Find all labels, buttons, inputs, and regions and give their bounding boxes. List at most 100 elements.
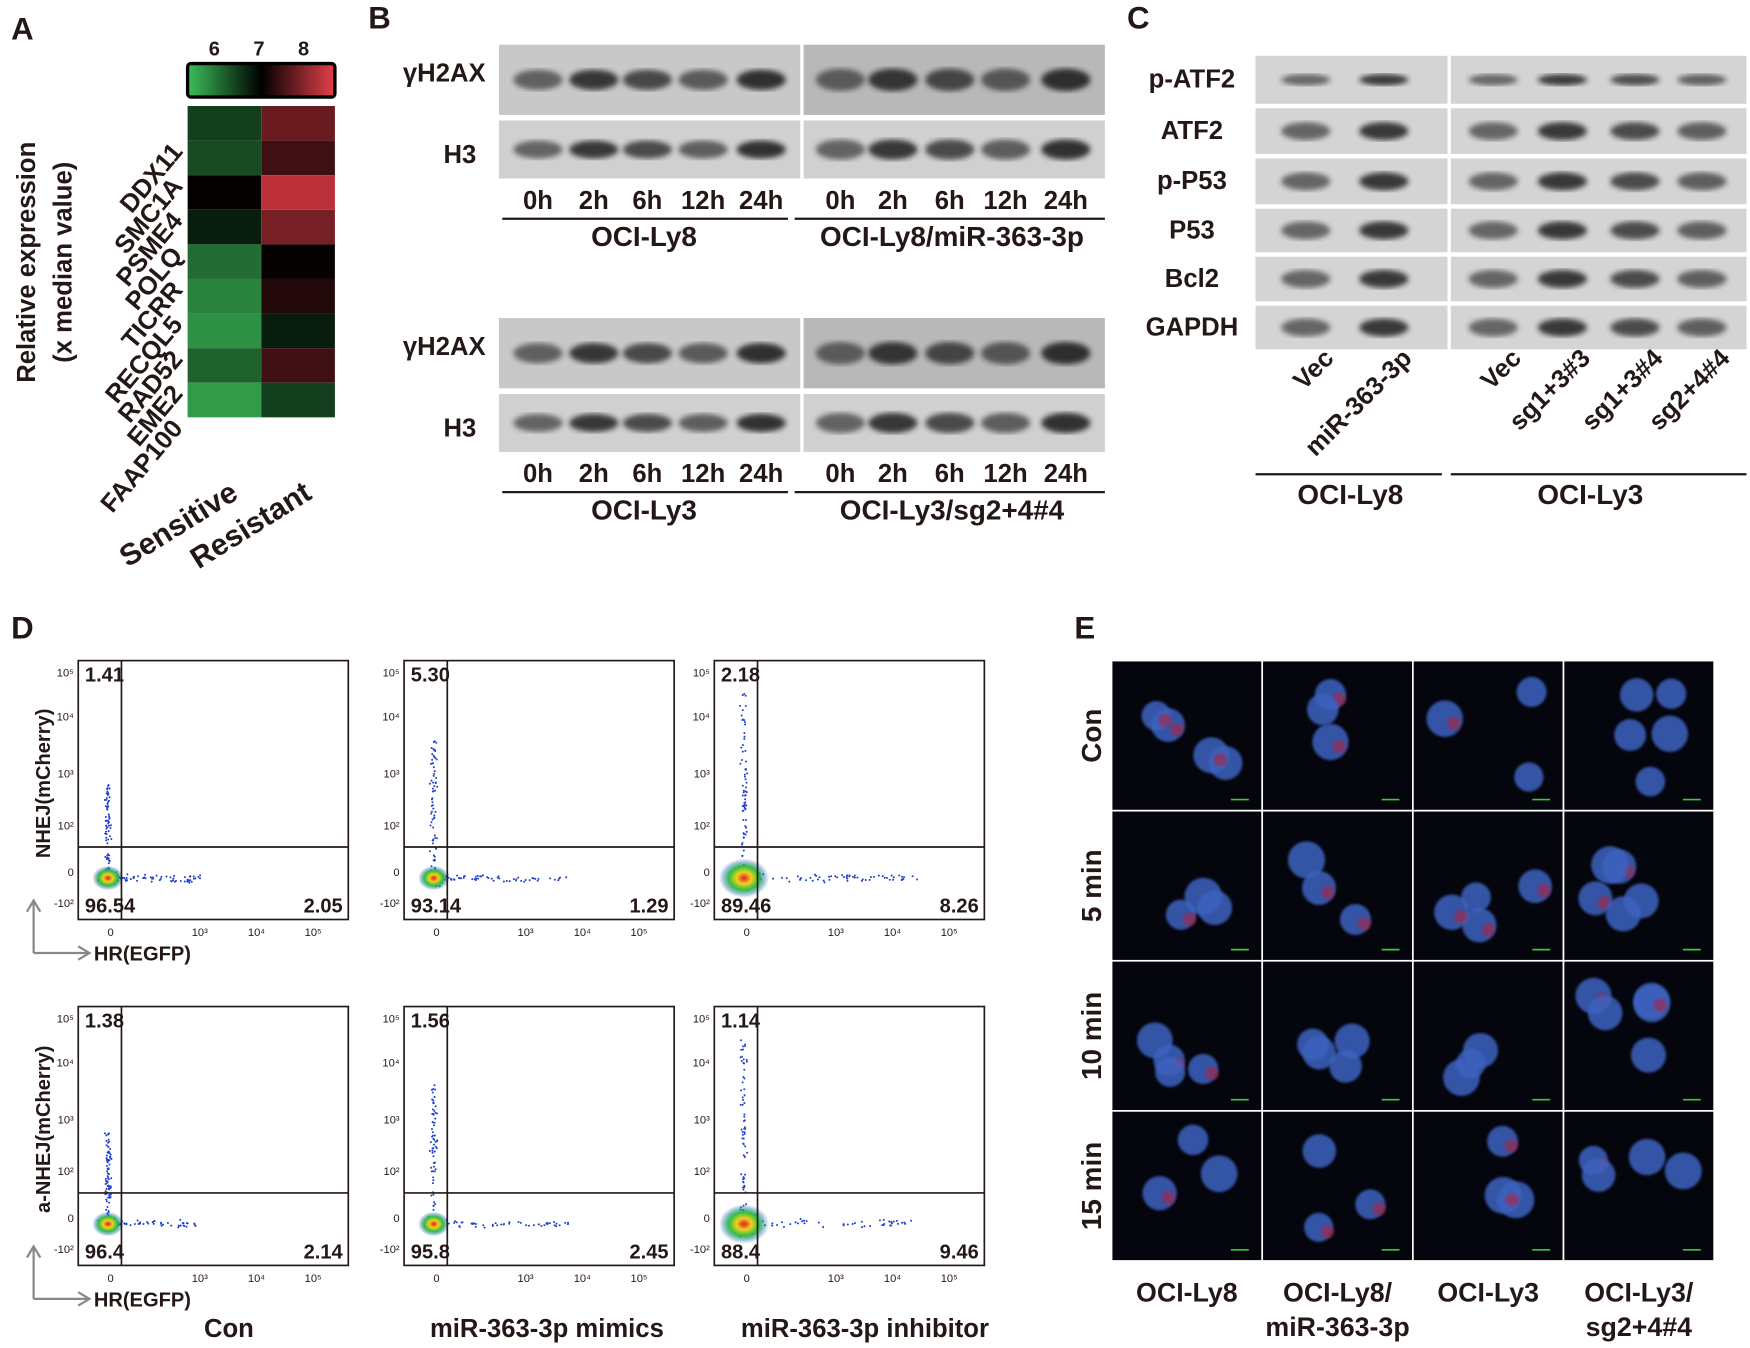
protein-label: γH2AX — [403, 333, 486, 361]
flow-event — [143, 876, 146, 879]
quadrant-label: 95.8 — [411, 1241, 450, 1263]
flow-event — [537, 877, 540, 880]
blot-band — [622, 140, 672, 159]
flow-event — [740, 1055, 743, 1058]
flow-event — [851, 875, 854, 878]
y-tick-label: 0 — [68, 867, 74, 879]
flow-event — [433, 1201, 436, 1204]
flow-event — [911, 875, 914, 878]
y-tick-label: 0 — [704, 1213, 710, 1225]
flow-event — [903, 876, 906, 879]
foci — [1183, 912, 1197, 926]
flow-event — [543, 1224, 546, 1227]
flow-event — [103, 1132, 106, 1135]
axis-title: HR(EGFP) — [94, 1289, 191, 1311]
flow-event — [432, 1155, 435, 1158]
flow-event — [109, 1193, 112, 1196]
flow-event — [454, 1220, 457, 1223]
nucleus — [1656, 678, 1687, 709]
flow-event — [175, 879, 178, 882]
flow-event — [519, 1221, 522, 1224]
foci — [1537, 883, 1551, 898]
flow-event — [491, 1223, 494, 1226]
quadrant-label: 2.14 — [304, 1241, 344, 1263]
x-tick-label: 10⁵ — [305, 1273, 322, 1285]
nucleus — [1302, 1134, 1337, 1168]
condition-label: Con — [204, 1315, 254, 1343]
flow-event — [432, 1204, 435, 1208]
flow-event — [106, 854, 109, 857]
flow-event — [106, 787, 109, 790]
blot-band — [815, 139, 865, 160]
flow-event — [557, 879, 560, 882]
row-label: Con — [1076, 709, 1107, 763]
flow-event — [105, 1154, 108, 1157]
flow-event — [436, 1139, 439, 1142]
flow-event — [744, 825, 747, 828]
flow-event — [452, 878, 455, 881]
time-label: 6h — [935, 460, 965, 488]
flow-event — [739, 704, 742, 707]
blot-band — [1610, 221, 1660, 240]
blot-band — [868, 68, 918, 91]
flow-event — [151, 876, 154, 879]
condition-label: miR-363-3p inhibitor — [741, 1315, 989, 1343]
flow-event — [432, 854, 435, 857]
flow-event — [740, 1048, 743, 1051]
flow-event — [740, 714, 743, 717]
foci — [1357, 917, 1372, 931]
flow-event — [108, 835, 111, 838]
flow-event — [743, 1045, 746, 1048]
flow-event — [186, 878, 189, 881]
flow-event — [846, 879, 849, 882]
flow-event — [433, 1121, 436, 1124]
flow-density — [719, 1204, 770, 1244]
flow-event — [743, 803, 746, 806]
flow-event — [431, 1131, 434, 1134]
flow-event — [431, 1134, 434, 1137]
blot-band — [569, 69, 619, 90]
quadrant-label: 8.26 — [940, 896, 979, 918]
flow-event — [456, 874, 459, 877]
axis-title: HR(EGFP) — [94, 944, 191, 966]
flow-event — [743, 1115, 746, 1118]
flow-event — [431, 842, 434, 845]
flow-event — [185, 1222, 188, 1225]
flow-event — [741, 842, 744, 845]
flow-event — [433, 1170, 436, 1173]
flow-event — [160, 1221, 163, 1224]
blot-band — [815, 68, 865, 91]
flow-event — [430, 1128, 433, 1131]
flow-event — [881, 875, 884, 878]
flow-event — [432, 826, 435, 829]
micrograph — [1562, 1110, 1715, 1262]
flow-event — [183, 880, 186, 883]
flow-event — [432, 838, 435, 841]
flow-event — [457, 877, 461, 880]
blot-band — [1610, 74, 1660, 86]
flow-event — [846, 1223, 849, 1226]
blot-band — [569, 343, 619, 364]
micrograph — [1412, 809, 1565, 962]
y-tick-label: 10⁴ — [57, 712, 74, 724]
micrograph — [1412, 959, 1565, 1112]
flow-event — [901, 1221, 904, 1224]
flow-event — [434, 1168, 437, 1171]
nucleus — [1306, 693, 1339, 726]
flow-event — [741, 794, 744, 797]
protein-label: γH2AX — [403, 60, 486, 88]
flow-event — [816, 878, 819, 881]
flow-event — [868, 878, 871, 881]
flow-event — [105, 1179, 108, 1182]
flow-event — [743, 1156, 746, 1159]
flow-event — [512, 878, 515, 881]
flow-event — [435, 1147, 438, 1150]
flow-event — [105, 839, 108, 842]
flow-plot — [713, 659, 986, 921]
flow-event — [740, 1089, 743, 1092]
flow-event — [106, 1161, 109, 1164]
micrograph — [1412, 659, 1565, 812]
blot-band — [1041, 68, 1091, 91]
flow-event — [498, 877, 501, 880]
flow-event — [433, 1084, 436, 1087]
